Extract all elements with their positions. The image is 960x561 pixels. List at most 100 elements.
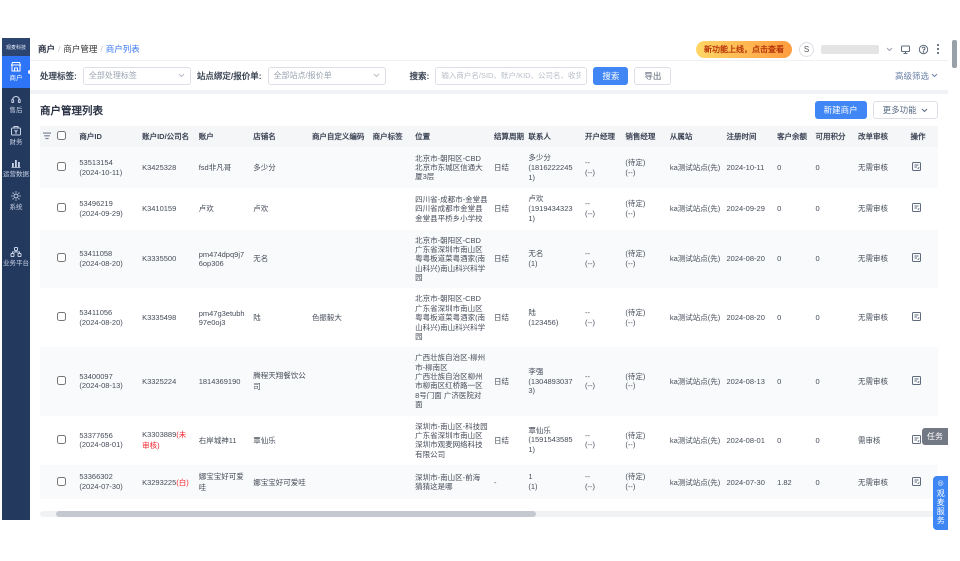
breadcrumb-merchant[interactable]: 商户 [38,44,56,54]
row-spacer-cell [40,230,54,289]
order-form-icon[interactable] [911,434,922,445]
row-spacer-cell [40,465,54,499]
more-functions-button[interactable]: 更多功能 [872,101,938,119]
col-opening-manager: 开户经理 [581,126,623,147]
sidebar-item-aftersale[interactable]: 售后 [2,88,30,120]
row-spacer-cell [40,416,54,466]
site-filter-select[interactable]: 全部站点/报价单 [267,66,386,85]
task-floating-badge[interactable]: 任务 [922,428,948,445]
workbench-icon[interactable] [900,44,911,55]
cell-order-change-audit: 无需审核 [857,254,888,264]
help-icon[interactable] [918,44,929,55]
cell-location: 深圳市-南山区-科技园 广东省深圳市南山区深圳市观麦网络科技有限公司 [415,421,488,459]
order-form-icon[interactable] [911,252,922,263]
cell-shop-name: 覃仙乐 [253,435,276,445]
col-register-time: 注册时间 [723,126,775,147]
service-icon: ◎ [937,480,944,487]
table-row: 53411056 (2024-08-20) K3335498 pm47g3etub… [40,288,938,347]
cell-customer-balance: 0 [777,254,782,264]
search-input[interactable] [435,66,588,85]
cell-shop-name: 娜宝宝好可爱哇 [253,477,306,487]
promo-badge[interactable]: 新功能上线，点击查看 [696,40,792,58]
service-floating-tab[interactable]: ◎ 观麦服务 [933,476,948,530]
cell-operation [908,465,938,499]
select-all-checkbox[interactable] [57,131,67,140]
row-checkbox[interactable] [57,253,67,263]
cell-contact: 李强 (13048930373) [528,366,573,396]
advanced-filter-link[interactable]: 高级筛选 [895,70,938,82]
sidebar-item-finance[interactable]: 财务 [2,120,30,152]
tag-filter-select[interactable]: 全部处理标签 [82,66,191,85]
avatar[interactable]: S [799,41,814,57]
row-checkbox[interactable] [57,312,67,322]
sidebar-item-business-platform[interactable]: 业务平台 [2,241,30,273]
cell-customer-balance: 1.82 [777,477,792,487]
order-form-icon[interactable] [911,202,922,213]
cell-contact: 无名 (1) [528,249,544,268]
sidebar-item-operations-data[interactable]: 运营数据 [2,152,30,184]
col-contact: 联系人 [525,126,582,147]
cell-settlement-cycle: 日结 [493,376,509,386]
cell-register-time: 2024-07-30 [726,477,765,487]
vertical-scrollbar-thumb[interactable] [952,40,957,68]
row-checkbox[interactable] [57,375,67,385]
row-checkbox[interactable] [57,203,67,213]
row-checkbox[interactable] [57,476,67,486]
cell-custom-code [309,465,370,499]
top-right-tools: 新功能上线，点击查看 S [696,40,940,58]
site-filter-label: 站点绑定/报价单: [196,70,262,81]
breadcrumb-merchant-list[interactable]: 商户列表 [105,44,140,54]
col-customer-balance: 客户余额 [774,126,813,147]
chevron-down-icon[interactable] [886,47,893,52]
row-checkbox-cell [54,465,76,499]
col-station: 从属站 [666,126,724,147]
row-checkbox[interactable] [57,434,67,444]
sidebar-item-label: 财务 [9,139,23,147]
cell-available-points: 0 [815,313,820,323]
row-spacer-cell [40,188,54,229]
cell-register-time: 2024-10-11 [726,163,765,173]
breadcrumb-merchant-management[interactable]: 商户管理 [63,44,98,54]
search-button[interactable]: 搜索 [593,66,629,85]
filter-sort-icon[interactable] [40,126,55,147]
sidebar: 观麦科技 商户 售后 财务 运营数据 系统 业务平台 [2,38,32,520]
create-merchant-button[interactable]: 新建商户 [814,101,867,119]
tag-filter-label: 处理标签: [40,70,77,81]
cell-shop-name: 陆 [253,313,261,323]
order-form-icon[interactable] [911,311,922,322]
sidebar-item-label: 售后 [9,107,23,115]
cell-station: ka测试站点(先) [669,435,721,445]
horizontal-scrollbar-thumb[interactable] [56,511,536,517]
cell-account-id: K3335500 [142,254,177,264]
more-icon[interactable] [936,43,940,55]
cell-order-change-audit: 无需审核 [857,477,888,487]
row-checkbox-cell [54,188,76,229]
cell-available-points: 0 [815,477,820,487]
sidebar-item-merchant[interactable]: 商户 [2,56,32,89]
order-form-icon[interactable] [911,161,922,172]
cell-account-id: K3425328 [142,163,177,173]
order-form-icon[interactable] [911,375,922,386]
cell-contact: 卢欢 (19194343231) [528,194,573,223]
chevron-down-icon [373,73,379,78]
export-button[interactable]: 导出 [634,66,672,85]
cell-order-change-audit: 无需审核 [857,313,888,323]
row-checkbox[interactable] [57,162,67,172]
cell-custom-code [309,347,370,415]
cell-customer-balance: 0 [777,204,782,214]
order-form-icon[interactable] [911,476,922,487]
col-shop-name: 店铺名 [250,126,309,147]
col-merchant-id: 商户ID [76,126,140,147]
cell-merchant-tag [370,188,412,229]
cell-settlement-cycle: 日结 [493,254,509,264]
cell-shop-name: 多少分 [253,163,276,173]
cell-register-time: 2024-08-20 [726,313,765,323]
cell-order-change-audit: 无需审核 [857,163,888,173]
sidebar-item-system[interactable]: 系统 [2,185,30,217]
cell-station: ka测试站点(先) [669,204,721,214]
cell-custom-code [309,188,370,229]
cell-account-id: K3410159 [142,204,177,214]
col-available-points: 可用积分 [812,126,855,147]
cell-station: ka测试站点(先) [669,254,721,264]
cell-operation [908,416,938,466]
